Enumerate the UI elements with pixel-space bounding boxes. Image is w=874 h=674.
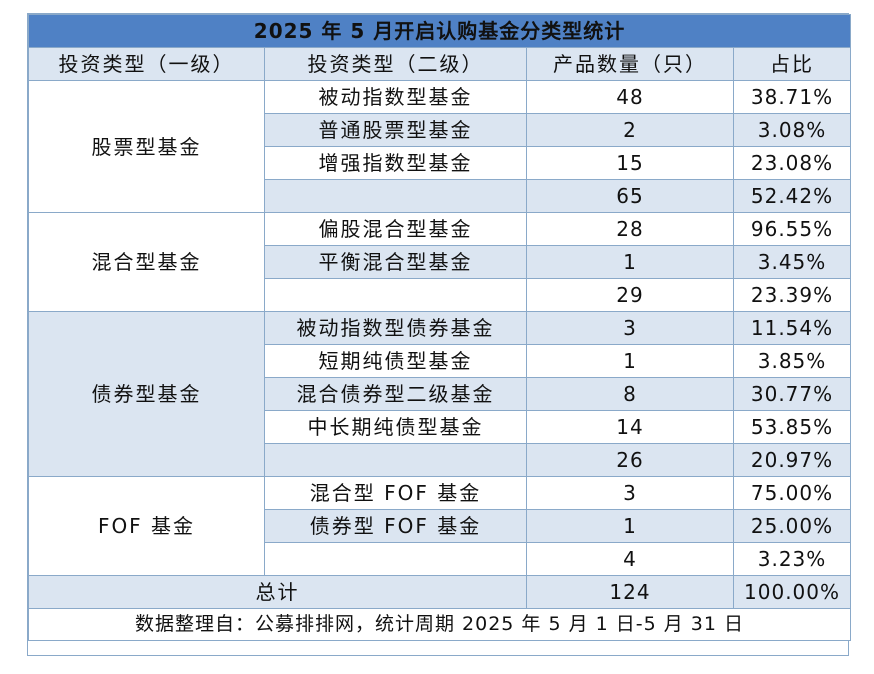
table-row: 混合型基金 偏股混合型基金 28 96.55% bbox=[28, 212, 852, 312]
fund-stats-table: 2025 年 5 月开启认购基金分类型统计 投资类型（一级） 投资类型（二级） … bbox=[27, 14, 852, 641]
subtotal-row: 29 23.39% bbox=[29, 278, 852, 312]
total-label: 总计 bbox=[28, 575, 527, 609]
group-name: 股票型基金 bbox=[28, 80, 265, 213]
count-cell: 1 bbox=[526, 344, 734, 378]
sub-type: 中长期纯债型基金 bbox=[264, 410, 527, 444]
share-cell: 25.00% bbox=[732, 509, 852, 543]
total-count: 124 bbox=[526, 575, 734, 609]
header-level2: 投资类型（二级） bbox=[264, 47, 527, 81]
sub-type bbox=[264, 278, 527, 312]
sub-type: 增强指数型基金 bbox=[264, 146, 527, 180]
share-cell: 96.55% bbox=[732, 212, 852, 246]
fund-stats-table-frame: 2025 年 5 月开启认购基金分类型统计 投资类型（一级） 投资类型（二级） … bbox=[27, 13, 852, 656]
table-row: 中长期纯债型基金 14 53.85% bbox=[29, 410, 852, 444]
group-name: FOF 基金 bbox=[28, 476, 265, 576]
share-cell: 53.85% bbox=[732, 410, 852, 444]
subtotal-row: 4 3.23% bbox=[29, 542, 852, 576]
sub-type bbox=[264, 443, 527, 477]
header-count: 产品数量（只） bbox=[526, 47, 734, 81]
group-name: 债券型基金 bbox=[28, 311, 265, 477]
share-cell: 11.54% bbox=[732, 311, 852, 345]
source-row: 数据整理自：公募排排网，统计周期 2025 年 5 月 1 日-5 月 31 日 bbox=[27, 608, 852, 641]
sub-type bbox=[264, 179, 527, 213]
table-row: 增强指数型基金 15 23.08% bbox=[29, 146, 852, 180]
sub-type: 混合债券型二级基金 bbox=[264, 377, 527, 411]
subtotal-count: 4 bbox=[526, 542, 734, 576]
share-cell: 30.77% bbox=[732, 377, 852, 411]
table-row: 短期纯债型基金 1 3.85% bbox=[29, 344, 852, 378]
table-row: 债券型基金 被动指数型债券基金 3 11.54% bbox=[28, 311, 852, 477]
sub-type: 混合型 FOF 基金 bbox=[264, 476, 527, 510]
sub-type: 被动指数型债券基金 bbox=[264, 311, 527, 345]
count-cell: 48 bbox=[526, 80, 734, 114]
sub-type: 普通股票型基金 bbox=[264, 113, 527, 147]
count-cell: 15 bbox=[526, 146, 734, 180]
table-row: 平衡混合型基金 1 3.45% bbox=[29, 245, 852, 279]
count-cell: 1 bbox=[526, 509, 734, 543]
subtotal-share: 3.23% bbox=[732, 542, 852, 576]
sub-type: 短期纯债型基金 bbox=[264, 344, 527, 378]
header-row: 投资类型（一级） 投资类型（二级） 产品数量（只） 占比 bbox=[28, 47, 852, 81]
sub-type: 偏股混合型基金 bbox=[264, 212, 527, 246]
source-note: 数据整理自：公募排排网，统计周期 2025 年 5 月 1 日-5 月 31 日 bbox=[27, 608, 852, 641]
table-row: 混合债券型二级基金 8 30.77% bbox=[29, 377, 852, 411]
count-cell: 3 bbox=[526, 476, 734, 510]
sub-type: 被动指数型基金 bbox=[264, 80, 527, 114]
table-row: 债券型 FOF 基金 1 25.00% bbox=[29, 509, 852, 543]
share-cell: 23.08% bbox=[732, 146, 852, 180]
share-cell: 38.71% bbox=[732, 80, 852, 114]
total-share: 100.00% bbox=[732, 575, 852, 609]
count-cell: 14 bbox=[526, 410, 734, 444]
count-cell: 8 bbox=[526, 377, 734, 411]
header-level1: 投资类型（一级） bbox=[28, 47, 265, 81]
total-row: 总计 124 100.00% bbox=[28, 575, 852, 609]
sub-type: 债券型 FOF 基金 bbox=[264, 509, 527, 543]
count-cell: 1 bbox=[526, 245, 734, 279]
sub-type bbox=[264, 542, 527, 576]
subtotal-share: 20.97% bbox=[732, 443, 852, 477]
table-row: 股票型基金 被动指数型基金 48 38.71% bbox=[28, 80, 852, 213]
count-cell: 3 bbox=[526, 311, 734, 345]
subtotal-share: 23.39% bbox=[732, 278, 852, 312]
subtotal-share: 52.42% bbox=[732, 179, 852, 213]
sub-type: 平衡混合型基金 bbox=[264, 245, 527, 279]
share-cell: 3.45% bbox=[732, 245, 852, 279]
table-row: FOF 基金 混合型 FOF 基金 3 75.00% bbox=[28, 476, 852, 576]
table-row: 普通股票型基金 2 3.08% bbox=[29, 113, 852, 147]
count-cell: 28 bbox=[526, 212, 734, 246]
subtotal-row: 65 52.42% bbox=[29, 179, 852, 213]
subtotal-count: 29 bbox=[526, 278, 734, 312]
share-cell: 3.85% bbox=[732, 344, 852, 378]
subtotal-count: 65 bbox=[526, 179, 734, 213]
share-cell: 75.00% bbox=[732, 476, 852, 510]
subtotal-count: 26 bbox=[526, 443, 734, 477]
header-share: 占比 bbox=[732, 47, 852, 81]
table-title: 2025 年 5 月开启认购基金分类型统计 bbox=[27, 14, 852, 48]
title-row: 2025 年 5 月开启认购基金分类型统计 bbox=[27, 14, 852, 48]
count-cell: 2 bbox=[526, 113, 734, 147]
group-name: 混合型基金 bbox=[28, 212, 265, 312]
share-cell: 3.08% bbox=[732, 113, 852, 147]
